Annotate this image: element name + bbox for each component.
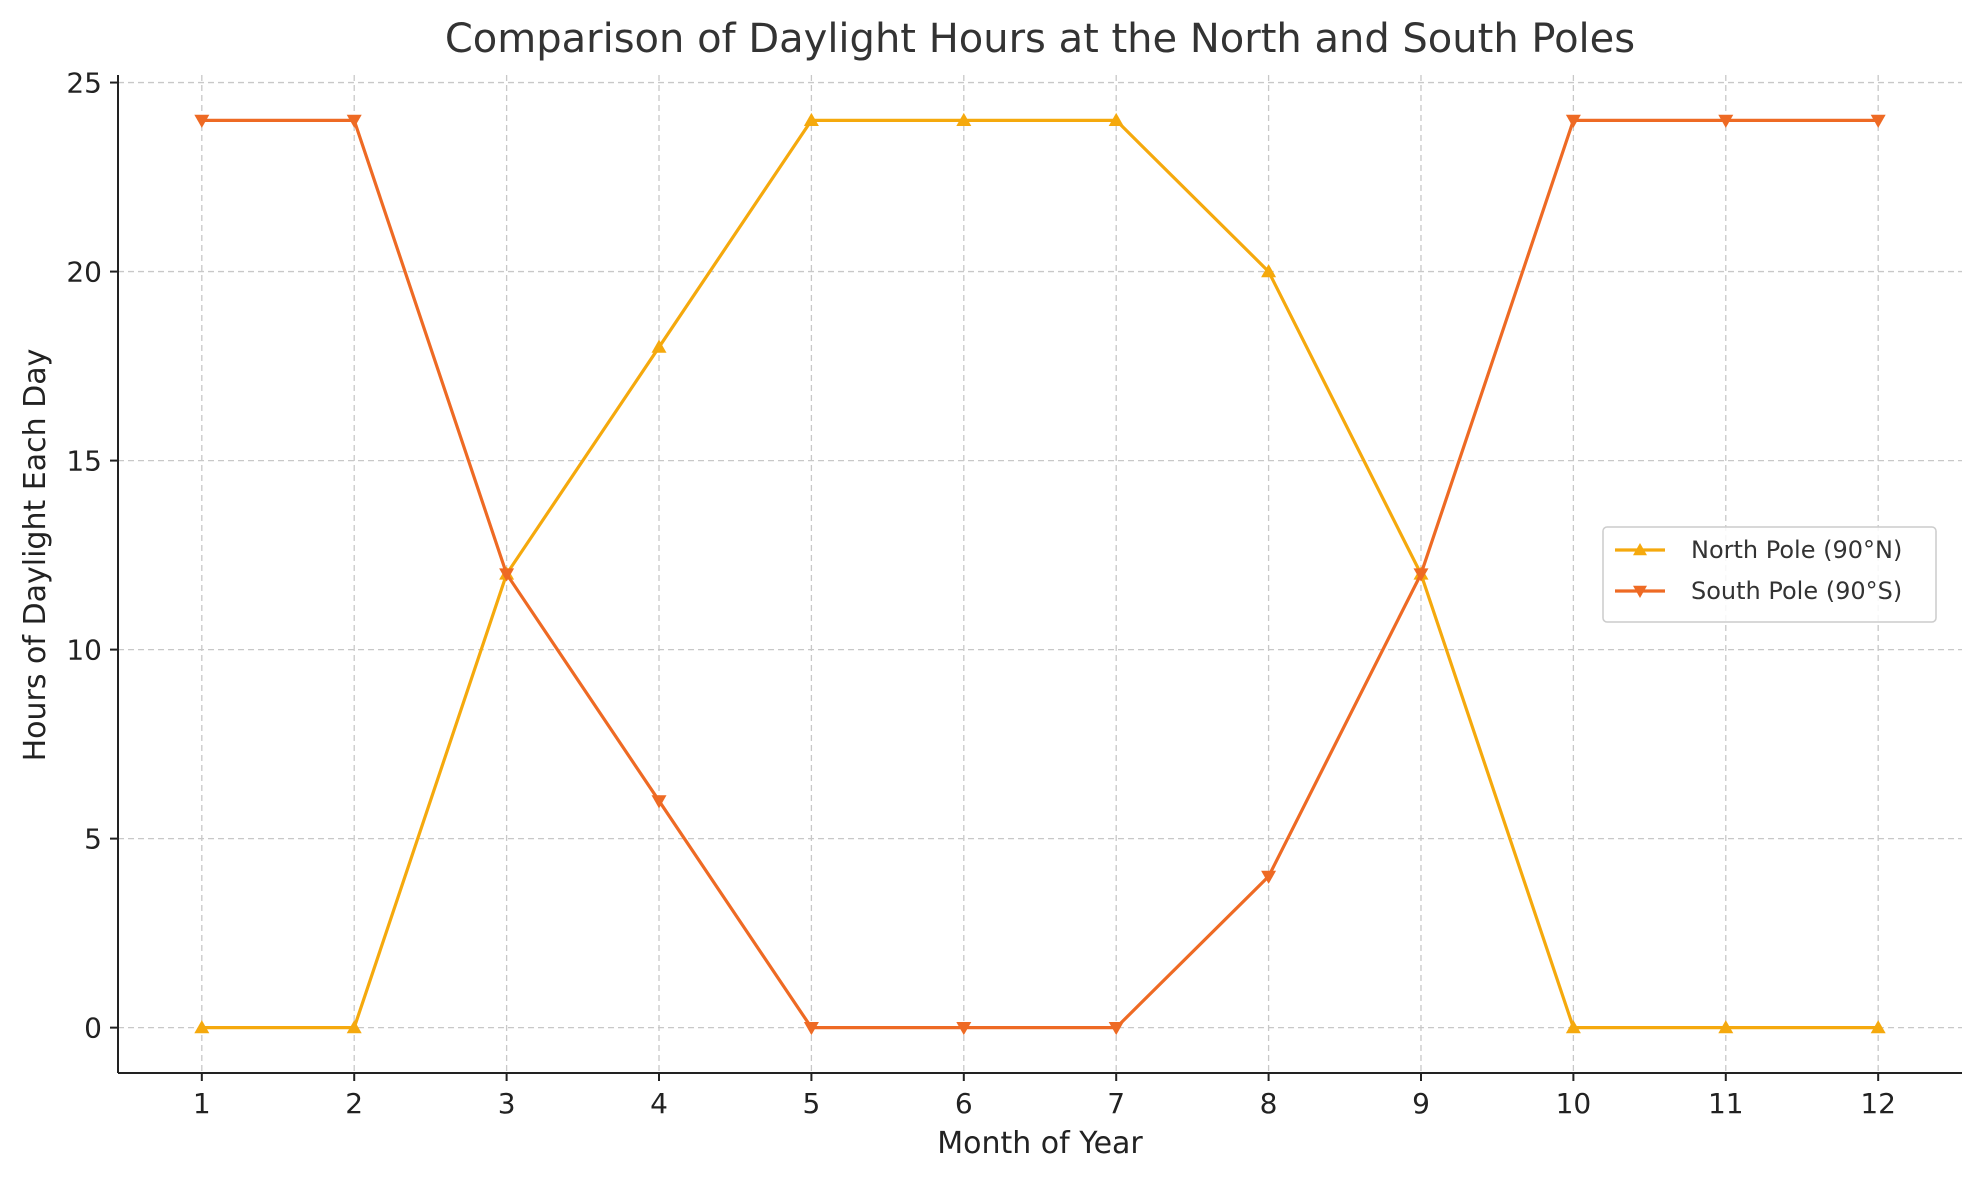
x-axis-label: Month of Year xyxy=(937,1126,1143,1161)
data-point xyxy=(1565,1020,1581,1034)
x-tick-label: 3 xyxy=(498,1087,516,1120)
data-point xyxy=(1870,114,1886,128)
data-point xyxy=(499,568,515,582)
data-point xyxy=(346,1020,362,1034)
y-tick-label: 5 xyxy=(84,823,102,856)
x-tick-label: 11 xyxy=(1708,1087,1744,1120)
y-axis-label: Hours of Daylight Each Day xyxy=(18,349,53,762)
series-2 xyxy=(194,114,1886,1036)
series-line xyxy=(201,118,1879,1030)
chart-title: Comparison of Daylight Hours at the Nort… xyxy=(445,16,1635,62)
x-tick-label: 9 xyxy=(1412,1087,1430,1120)
data-point xyxy=(1108,112,1124,126)
y-tick-label: 20 xyxy=(66,256,102,289)
legend-box xyxy=(1602,526,1937,623)
data-point xyxy=(956,112,972,126)
data-point xyxy=(1108,1022,1124,1036)
axes xyxy=(117,75,1962,1074)
x-tick-label: 6 xyxy=(955,1087,973,1120)
legend-item: South Pole (90°S) xyxy=(1615,577,1902,605)
x-tick-label: 2 xyxy=(345,1087,363,1120)
legend-label: South Pole (90°S) xyxy=(1691,577,1902,605)
x-tick-label: 5 xyxy=(802,1087,820,1120)
legend-label: North Pole (90°N) xyxy=(1691,536,1902,564)
series-line xyxy=(201,118,1879,1030)
x-tick-label: 12 xyxy=(1860,1087,1896,1120)
x-tick-label: 1 xyxy=(193,1087,211,1120)
data-point xyxy=(194,114,210,128)
data-point xyxy=(1565,114,1581,128)
y-tick-label: 0 xyxy=(84,1012,102,1045)
data-point xyxy=(1261,870,1277,884)
y-tick-label: 10 xyxy=(66,634,102,667)
y-tick-label: 25 xyxy=(66,67,102,100)
x-tick-label: 8 xyxy=(1260,1087,1278,1120)
data-point xyxy=(1870,1020,1886,1034)
data-point xyxy=(346,114,362,128)
data-point xyxy=(1718,114,1734,128)
data-point xyxy=(1261,264,1277,278)
x-tick-label: 7 xyxy=(1107,1087,1125,1120)
x-tick-label: 10 xyxy=(1556,1087,1592,1120)
data-point xyxy=(651,795,667,809)
x-tick-label: 4 xyxy=(650,1087,668,1120)
data-point xyxy=(803,1022,819,1036)
data-point xyxy=(194,1020,210,1034)
data-point xyxy=(956,1022,972,1036)
y-tick-label: 15 xyxy=(66,445,102,478)
data-point xyxy=(803,112,819,126)
legend-item: North Pole (90°N) xyxy=(1615,536,1902,564)
data-point xyxy=(651,339,667,353)
legend-marker xyxy=(1633,585,1647,598)
series-lines xyxy=(194,112,1886,1036)
data-point xyxy=(1718,1020,1734,1034)
data-point xyxy=(1413,568,1429,582)
legend-marker xyxy=(1633,543,1647,556)
legend: North Pole (90°N) South Pole (90°S) xyxy=(1602,526,1937,623)
